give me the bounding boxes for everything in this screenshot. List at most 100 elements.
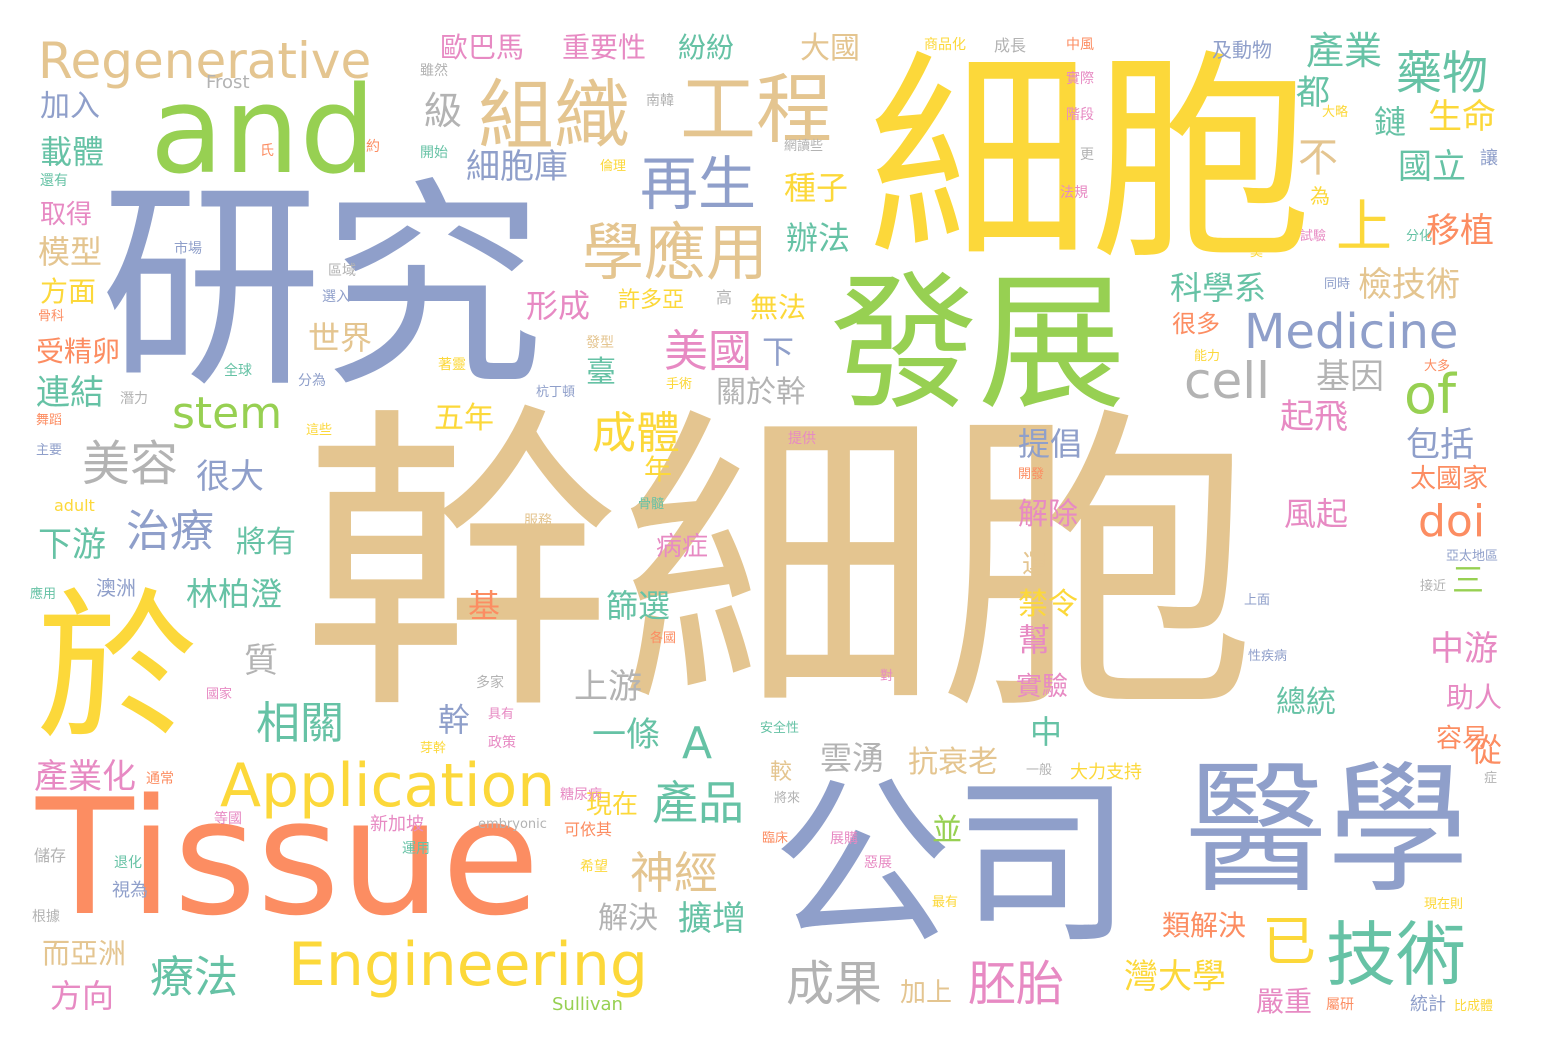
word: 退化 — [114, 855, 142, 871]
word: 著靈 — [438, 357, 466, 373]
word: 包括 — [1406, 425, 1474, 465]
word: 中風 — [1066, 37, 1094, 53]
word: 及動物 — [1212, 38, 1272, 62]
word: 潛力 — [120, 391, 148, 407]
word: 分為 — [298, 373, 326, 389]
word: 讓 — [1480, 148, 1498, 169]
word: 組織 — [478, 71, 630, 160]
word: 形成 — [526, 287, 591, 325]
word: 莫 — [1250, 245, 1264, 260]
word: Frost — [206, 72, 250, 93]
word: stem — [172, 388, 283, 439]
word: 屬研 — [1326, 997, 1354, 1013]
word: 對 — [880, 669, 894, 684]
word: Engineering — [288, 930, 648, 1000]
word: 五年 — [434, 401, 494, 436]
word: 國立 — [1398, 147, 1466, 187]
word: 法規 — [1060, 185, 1088, 201]
word: 下游 — [38, 525, 106, 565]
word: 基因 — [1316, 357, 1384, 397]
word: 澳洲 — [96, 576, 136, 600]
word: 辦法 — [786, 219, 851, 257]
word: 基 — [468, 587, 501, 625]
word: 等國 — [214, 811, 242, 827]
word: 大略 — [1322, 105, 1349, 120]
word: 市場 — [174, 241, 202, 257]
word: 將有 — [236, 525, 296, 560]
word: 於 — [36, 575, 198, 763]
word: 發展 — [830, 258, 1126, 430]
word: 不 — [1298, 135, 1338, 181]
word: 解除 — [1018, 497, 1078, 532]
word: 技術 — [1326, 914, 1466, 996]
word: 太國家 — [1410, 464, 1489, 494]
word: 發型 — [586, 335, 614, 351]
word: 糖尿病 — [560, 787, 602, 803]
word: 醫學 — [1185, 748, 1469, 913]
word: 受精卵 — [36, 335, 121, 368]
word: 雲湧 — [820, 739, 885, 777]
word: 商品化 — [924, 37, 966, 53]
word: 運用 — [402, 841, 430, 857]
word: 國家 — [206, 687, 233, 702]
word: 一條 — [592, 715, 660, 755]
word: 很多 — [1172, 310, 1220, 338]
word: 網讀些 — [784, 139, 824, 154]
word: 已 — [1262, 910, 1316, 973]
word: 區域 — [328, 263, 356, 279]
word: 南韓 — [646, 93, 674, 109]
word: 服務 — [524, 513, 552, 529]
word: 成果 — [786, 956, 883, 1012]
word: 關於幹 — [716, 375, 806, 410]
word: Medicine — [1244, 304, 1459, 360]
word: 林柏澄 — [186, 575, 283, 613]
word: 胚胎 — [968, 956, 1065, 1012]
word: 一般 — [1026, 763, 1053, 778]
word: 性疾病 — [1248, 649, 1288, 664]
word: 灣大學 — [1124, 957, 1226, 997]
word: 種子 — [784, 169, 849, 207]
word: 手術 — [666, 377, 693, 392]
word: 成體 — [592, 408, 680, 459]
word: 下 — [762, 333, 795, 371]
word: 細胞庫 — [466, 147, 568, 187]
word: Tissue — [36, 764, 540, 951]
word: 多家 — [476, 675, 504, 691]
word: 治療 — [126, 506, 214, 557]
word: 中 — [1030, 713, 1063, 751]
word: 相關 — [256, 698, 344, 749]
word: 病症 — [656, 532, 709, 562]
word: 檢技術 — [1358, 265, 1460, 305]
word: 助人 — [1446, 681, 1503, 714]
word: 試驗 — [1300, 229, 1327, 244]
word: 可依其 — [564, 820, 613, 839]
word: 科學系 — [1170, 269, 1267, 307]
word: 希望 — [580, 859, 608, 875]
word: 嚴重 — [1256, 985, 1313, 1018]
word: 提供 — [788, 431, 816, 447]
word: 療法 — [150, 952, 238, 1003]
word: 幫 — [1018, 621, 1051, 659]
word: 幹細胞 — [302, 382, 1256, 752]
word: 而亞洲 — [42, 937, 127, 970]
word: 約 — [366, 139, 380, 155]
word: 骨科 — [38, 309, 65, 324]
word: 提倡 — [1018, 425, 1083, 463]
word: 實驗 — [1016, 672, 1069, 702]
word: 研究 — [100, 160, 544, 418]
word: 症 — [1484, 771, 1498, 786]
word: 接近 — [1420, 579, 1447, 594]
word: 展購 — [830, 831, 858, 847]
word: A — [682, 718, 713, 769]
word: 分化 — [1406, 229, 1433, 244]
word: 根據 — [32, 909, 60, 925]
word: 現在 — [586, 790, 639, 820]
word: 細胞 — [868, 32, 1312, 290]
word: 較 — [770, 760, 793, 785]
word: 紛紛 — [678, 31, 735, 64]
word: 風起 — [1284, 495, 1349, 533]
word: 產業 — [1306, 29, 1383, 73]
word: 實際 — [1066, 71, 1094, 87]
word: 階段 — [1066, 107, 1094, 123]
